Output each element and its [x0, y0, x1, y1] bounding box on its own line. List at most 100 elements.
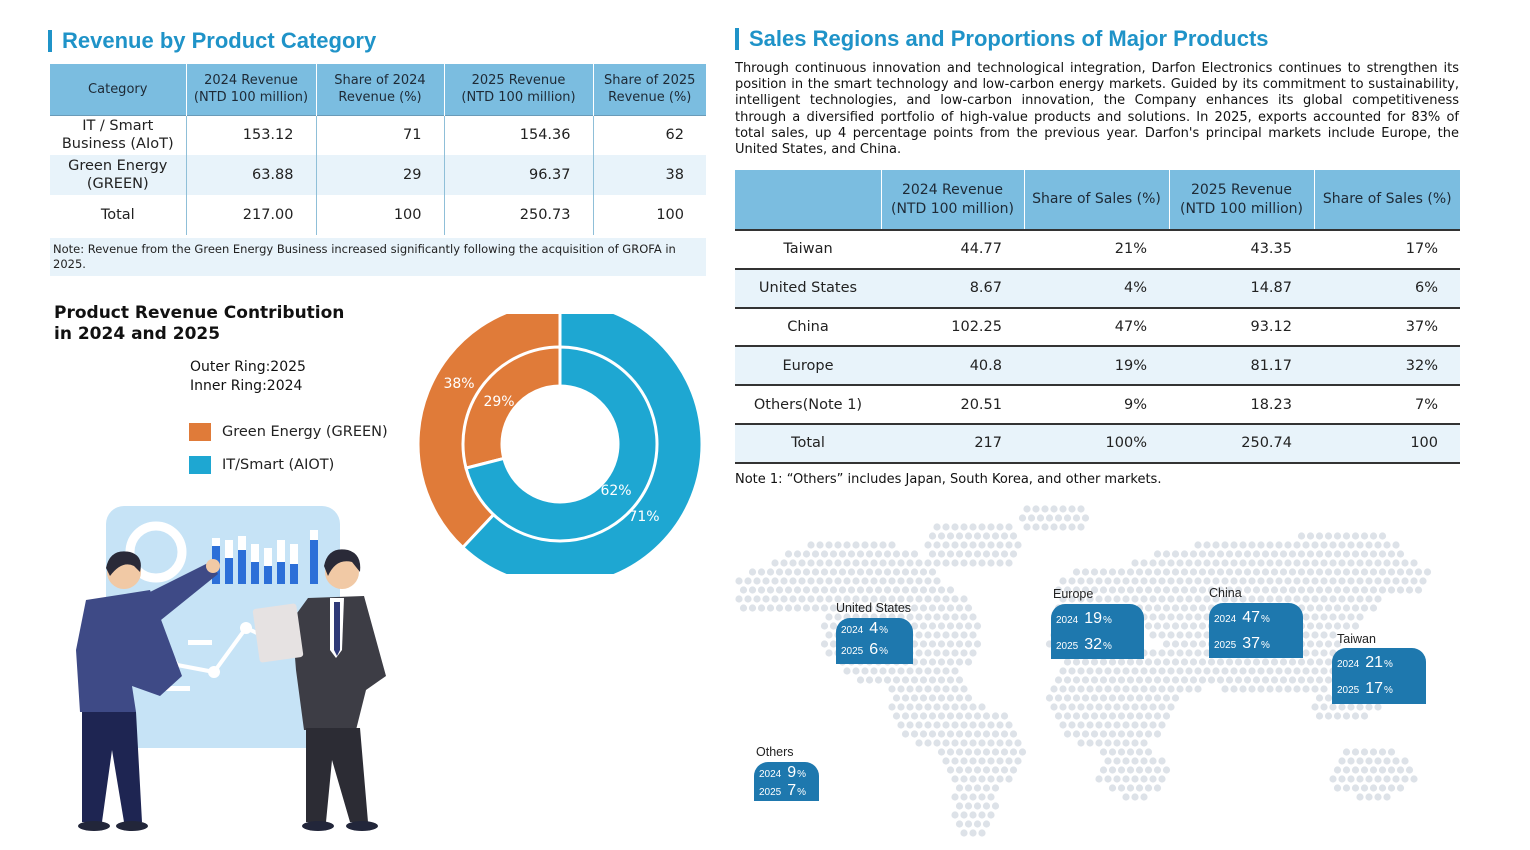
- callout-value: 47: [1242, 609, 1261, 626]
- cell-region: Others(Note 1): [735, 385, 881, 425]
- cell-share2024: 100%: [1024, 423, 1169, 464]
- callout-value: 37: [1242, 634, 1261, 652]
- cell-share2025: 37%: [1314, 307, 1460, 348]
- cell-share2025: 7%: [1314, 385, 1460, 425]
- business-people-illustration: [76, 506, 386, 831]
- legend-label: IT/Smart (AIOT): [222, 457, 335, 473]
- table-row: IT / Smart Business (AIoT) 153.12 71 154.…: [50, 114, 706, 155]
- row-rev2024: 63.88: [186, 155, 317, 195]
- legend-swatch-green: [189, 423, 211, 441]
- inner-ring-label: Inner Ring:2024: [190, 378, 303, 394]
- cell-rev2024: 8.67: [881, 268, 1024, 309]
- callout-row-2025: 2025 37%: [1214, 635, 1270, 653]
- callout-percent: %: [1103, 640, 1112, 652]
- callout-year: 2024: [759, 769, 782, 780]
- cell-region: Total: [735, 423, 881, 464]
- callout-row-2024: 2024 21%: [1337, 654, 1393, 672]
- header-2024-revenue: 2024 Revenue (NTD 100 million): [881, 170, 1025, 230]
- callout-value: 4: [869, 620, 879, 637]
- callout-row-2025: 2025 6%: [841, 641, 888, 659]
- inner-slice-aiot: [464, 345, 659, 543]
- table-row: Total 217 100% 250.74 100: [735, 423, 1460, 464]
- cell-rev2025: 81.17: [1169, 346, 1314, 387]
- callout-value: 7: [787, 781, 797, 799]
- cell-rev2025: 93.12: [1169, 307, 1314, 348]
- row-share2025: 62: [593, 114, 706, 155]
- row-rev2025: 250.73: [444, 195, 594, 235]
- callout-value: 19: [1084, 610, 1103, 627]
- callout-year: 2025: [759, 786, 782, 798]
- callout-value: 9: [787, 764, 797, 781]
- callout-row-2025: 2025 7%: [759, 782, 806, 800]
- callout-percent: %: [797, 769, 807, 780]
- callout-percent: %: [1384, 659, 1393, 670]
- cell-rev2025: 14.87: [1169, 268, 1314, 309]
- cell-share2024: 19%: [1024, 346, 1169, 387]
- callout-label-others: Others: [756, 745, 794, 759]
- callout-percent: %: [1261, 614, 1270, 625]
- cell-rev2024: 217: [881, 423, 1024, 464]
- revenue-table-header: Category 2024 Revenue (NTD 100 million) S…: [50, 64, 706, 115]
- cell-region: Europe: [735, 346, 881, 387]
- header-2025-revenue: 2025 Revenue (NTD 100 million): [444, 64, 594, 115]
- cell-share2025: 6%: [1314, 268, 1460, 309]
- row-category: Total: [50, 195, 187, 235]
- outer-ring-label: Outer Ring:2025: [190, 359, 306, 375]
- table-row: Taiwan 44.77 21% 43.35 17%: [735, 229, 1460, 270]
- row-share2025: 38: [593, 155, 706, 195]
- cell-share2024: 47%: [1024, 307, 1169, 348]
- legend-item-aiot: IT/Smart (AIOT): [189, 456, 334, 474]
- legend-item-green: Green Energy (GREEN): [189, 423, 388, 441]
- row-rev2024: 153.12: [186, 114, 317, 155]
- sales-table-body: Taiwan 44.77 21% 43.35 17% United States 8.67 4…: [735, 229, 1460, 464]
- cell-rev2024: 44.77: [881, 229, 1024, 270]
- row-share2025: 100: [656, 207, 684, 223]
- callout-percent: %: [1384, 685, 1393, 696]
- header-2024-share: Share of Sales (%): [1024, 170, 1170, 230]
- callout-row-2024: 2024 47%: [1214, 609, 1270, 627]
- callout-row-2024: 2024 9%: [759, 764, 806, 782]
- table-row: Green Energy (GREEN) 63.88 29 96.37 38: [50, 155, 706, 195]
- cell-rev2024: 40.8: [881, 346, 1024, 387]
- header-2025-share: Share of 2025 Revenue (%): [593, 64, 706, 115]
- callout-year: 2024: [841, 625, 864, 636]
- revenue-section-title: Revenue by Product Category: [48, 28, 376, 54]
- callout-box-others: 2024 9% 2025 7%: [754, 762, 819, 801]
- callout-percent: %: [797, 786, 807, 798]
- sales-paragraph: Through continuous innovation and techno…: [735, 61, 1459, 158]
- callout-label-china: China: [1209, 586, 1242, 600]
- callout-row-2025: 2025 32%: [1056, 636, 1112, 654]
- row-share2024: 100: [316, 195, 445, 235]
- table-row: China 102.25 47% 93.12 37%: [735, 307, 1460, 348]
- donut-chart: 38% 29% 62% 71%: [416, 314, 704, 574]
- cell-rev2025: 250.74: [1169, 423, 1314, 464]
- table-row: Others(Note 1) 20.51 9% 18.23 7%: [735, 385, 1460, 425]
- callout-year: 2024: [1056, 615, 1079, 626]
- legend-label: Green Energy (GREEN): [222, 424, 388, 440]
- header-2024-revenue: 2024 Revenue (NTD 100 million): [186, 64, 317, 115]
- cell-rev2025: 18.23: [1169, 385, 1314, 425]
- row-rev2025: 96.37: [444, 155, 594, 195]
- header-2024-share: Share of 2024 Revenue (%): [316, 64, 445, 115]
- cell-region: United States: [735, 268, 881, 309]
- sales-note: Note 1: “Others” includes Japan, South K…: [735, 472, 1162, 487]
- row-rev2025: 154.36: [444, 114, 594, 155]
- outer-label-green: 38%: [443, 376, 474, 392]
- row-rev2024: 217.00: [186, 195, 317, 235]
- sales-region-table: 2024 Revenue (NTD 100 million) Share of S…: [735, 170, 1460, 464]
- cell-share2024: 21%: [1024, 229, 1169, 270]
- table-row: United States 8.67 4% 14.87 6%: [735, 268, 1460, 309]
- callout-label-us: United States: [836, 601, 912, 615]
- callout-year: 2025: [1214, 639, 1237, 651]
- revenue-note: Note: Revenue from the Green Energy Busi…: [50, 238, 706, 276]
- callout-value: 6: [869, 641, 879, 658]
- callout-label-taiwan: Taiwan: [1337, 632, 1376, 646]
- callout-label-europe: Europe: [1053, 587, 1094, 601]
- cell-region: Taiwan: [735, 229, 881, 270]
- sales-table-header: 2024 Revenue (NTD 100 million) Share of S…: [735, 170, 1460, 230]
- outer-label-aiot: 71%: [628, 509, 659, 525]
- callout-year: 2024: [1337, 659, 1360, 670]
- row-category: Green Energy (GREEN): [50, 155, 187, 195]
- callout-row-2024: 2024 19%: [1056, 610, 1112, 628]
- row-share2024: 71: [316, 114, 445, 155]
